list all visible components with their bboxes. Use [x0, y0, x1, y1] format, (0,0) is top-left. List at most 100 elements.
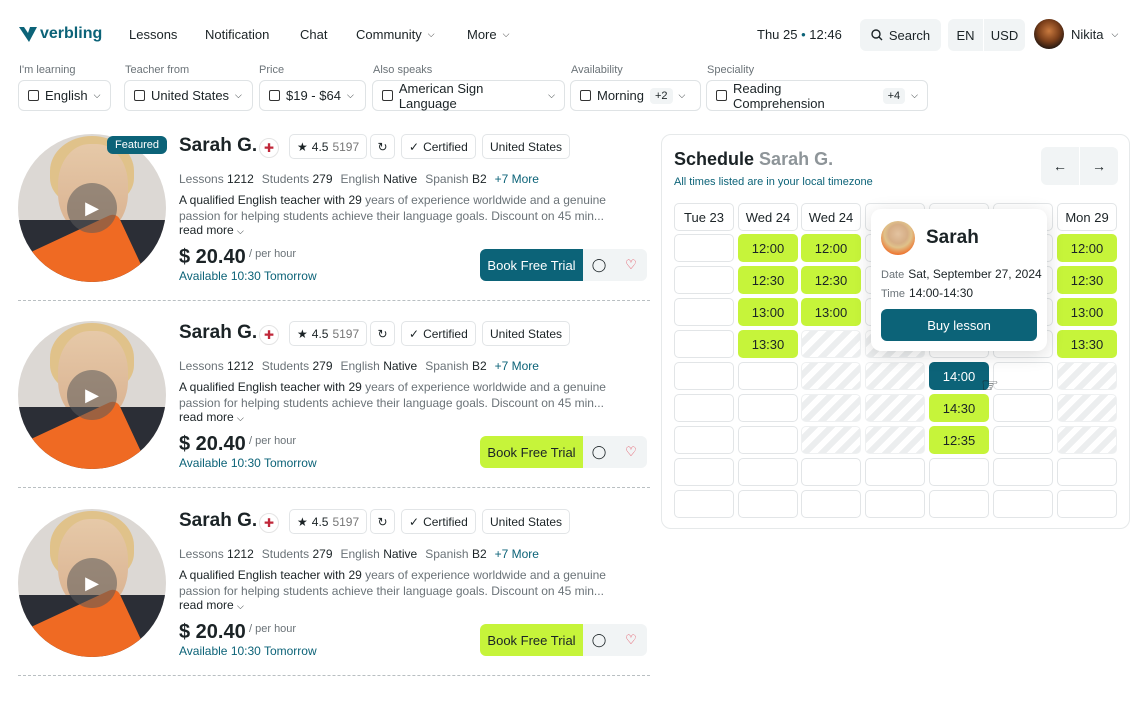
- message-icon[interactable]: ◯: [583, 249, 615, 281]
- time-slot[interactable]: 12:00: [1057, 234, 1117, 262]
- filter-learning[interactable]: English ⌵: [18, 80, 111, 111]
- arrow-right-icon[interactable]: →: [1080, 147, 1118, 185]
- arrow-left-icon[interactable]: ←: [1041, 147, 1079, 185]
- unavailable-slot: [865, 394, 925, 422]
- current-datetime: Thu 25 • 12:46: [757, 27, 842, 42]
- refresh-icon[interactable]: ↻: [370, 321, 395, 346]
- refresh-icon[interactable]: ↻: [370, 134, 395, 159]
- nav-lessons[interactable]: Lessons: [129, 27, 177, 42]
- uk-flag-icon: ✚: [259, 513, 279, 533]
- more-languages-link[interactable]: +7 More: [494, 547, 539, 561]
- language-name: Spanish: [425, 547, 469, 561]
- time-slot[interactable]: 12:00: [738, 234, 798, 262]
- empty-slot: [865, 490, 925, 518]
- book-free-trial-button[interactable]: Book Free Trial: [480, 624, 583, 656]
- heart-icon[interactable]: ♡: [615, 436, 647, 468]
- filter-price[interactable]: $19 - $64 ⌵: [259, 80, 366, 111]
- certified-badge: ✓ Certified: [401, 321, 476, 346]
- search-button[interactable]: Search: [860, 19, 941, 51]
- empty-slot: [993, 394, 1053, 422]
- user-avatar[interactable]: [1034, 19, 1064, 49]
- nav-label: Community: [356, 27, 422, 42]
- nav-chat[interactable]: Chat: [300, 27, 327, 42]
- teacher-video-thumbnail[interactable]: ▶: [18, 509, 166, 657]
- read-more-link[interactable]: read more ⌵: [179, 410, 244, 424]
- empty-slot: [993, 458, 1053, 486]
- time-slot[interactable]: 12:35: [929, 426, 989, 454]
- empty-slot: [993, 362, 1053, 390]
- play-icon[interactable]: ▶: [67, 558, 117, 608]
- checkbox-icon: [134, 90, 145, 101]
- empty-slot: [801, 458, 861, 486]
- time-slot[interactable]: 12:30: [738, 266, 798, 294]
- review-count: 5197: [332, 326, 360, 341]
- read-more-link[interactable]: read more ⌵: [179, 598, 244, 612]
- filter-availability[interactable]: Morning +2 ⌵: [570, 80, 701, 111]
- time-slot[interactable]: 13:00: [1057, 298, 1117, 326]
- empty-slot: [993, 490, 1053, 518]
- teacher-video-thumbnail[interactable]: ▶: [18, 134, 166, 282]
- book-free-trial-button[interactable]: Book Free Trial: [480, 249, 583, 281]
- nav-label: Chat: [300, 27, 328, 42]
- language-name: Spanish: [425, 359, 469, 373]
- heart-icon[interactable]: ♡: [615, 624, 647, 656]
- message-icon[interactable]: ◯: [583, 624, 615, 656]
- price-unit: / per hour: [249, 435, 297, 447]
- teacher-video-thumbnail[interactable]: ▶: [18, 321, 166, 469]
- brand-name: verbling: [40, 25, 103, 42]
- nav-community[interactable]: Community ⌵: [356, 27, 435, 42]
- check-icon: ✓: [409, 326, 420, 341]
- brand-logo[interactable]: verbling: [18, 24, 102, 44]
- teacher-name[interactable]: Sarah G.: [179, 135, 258, 156]
- teacher-description: A qualified English teacher with 29 year…: [179, 379, 649, 411]
- user-menu[interactable]: Nikita ⌵: [1071, 27, 1118, 42]
- empty-slot: [674, 458, 734, 486]
- message-icon[interactable]: ◯: [583, 436, 615, 468]
- play-icon[interactable]: ▶: [67, 370, 117, 420]
- filter-speciality[interactable]: Reading Comprehension +4 ⌵: [706, 80, 928, 111]
- language-button[interactable]: EN: [948, 19, 983, 51]
- time-slot[interactable]: 13:30: [738, 330, 798, 358]
- time-slot[interactable]: 12:00: [801, 234, 861, 262]
- teacher-card[interactable]: ▶ Sarah G. ✚ ★ 4.5 5197 ↻ ✓ Certified Unite…: [18, 134, 650, 321]
- chevron-down-icon: ⌵: [346, 90, 354, 100]
- refresh-icon[interactable]: ↻: [370, 509, 395, 534]
- empty-slot: [674, 490, 734, 518]
- teacher-card[interactable]: ▶ Sarah G. ✚ ★ 4.5 5197 ↻ ✓ Certified Unite…: [18, 509, 650, 696]
- unavailable-slot: [801, 426, 861, 454]
- time-slot[interactable]: 13:00: [801, 298, 861, 326]
- teacher-card[interactable]: ▶ Sarah G. ✚ ★ 4.5 5197 ↻ ✓ Certified Unite…: [18, 321, 650, 508]
- teacher-avatar: [881, 221, 915, 255]
- heart-icon[interactable]: ♡: [615, 249, 647, 281]
- currency-button[interactable]: USD: [984, 19, 1025, 51]
- desc-part: years of experience worldwide and a genu…: [179, 380, 606, 410]
- nav-notification[interactable]: Notification: [205, 27, 269, 42]
- empty-slot: [1057, 458, 1117, 486]
- language-level: B2: [471, 359, 487, 373]
- empty-slot: [674, 298, 734, 326]
- time-slot[interactable]: 13:30: [1057, 330, 1117, 358]
- time-slot[interactable]: 12:30: [1057, 266, 1117, 294]
- play-icon[interactable]: ▶: [67, 183, 117, 233]
- buy-lesson-button[interactable]: Buy lesson: [881, 309, 1037, 341]
- rating-value: 4.5: [311, 326, 329, 341]
- time-slot[interactable]: 14:30: [929, 394, 989, 422]
- more-languages-link[interactable]: +7 More: [494, 172, 539, 186]
- filter-value: English: [45, 88, 88, 103]
- more-languages-link[interactable]: +7 More: [494, 359, 539, 373]
- filter-value: United States: [151, 88, 230, 103]
- date-label: Date: [881, 269, 905, 281]
- time-slot[interactable]: 12:30: [801, 266, 861, 294]
- search-label: Search: [888, 27, 931, 43]
- teacher-name[interactable]: Sarah G.: [179, 322, 258, 343]
- book-free-trial-button[interactable]: Book Free Trial: [480, 436, 583, 468]
- filter-teacher-from[interactable]: United States ⌵: [124, 80, 253, 111]
- empty-slot: [738, 490, 798, 518]
- time-slot[interactable]: 13:00: [738, 298, 798, 326]
- time-slot[interactable]: 14:00: [929, 362, 989, 390]
- teacher-name[interactable]: Sarah G.: [179, 510, 258, 531]
- read-more-link[interactable]: read more ⌵: [179, 223, 244, 237]
- filter-also-speaks[interactable]: American Sign Language ⌵: [372, 80, 565, 111]
- nav-more[interactable]: More ⌵: [467, 27, 509, 42]
- current-day: Thu 25: [757, 27, 798, 42]
